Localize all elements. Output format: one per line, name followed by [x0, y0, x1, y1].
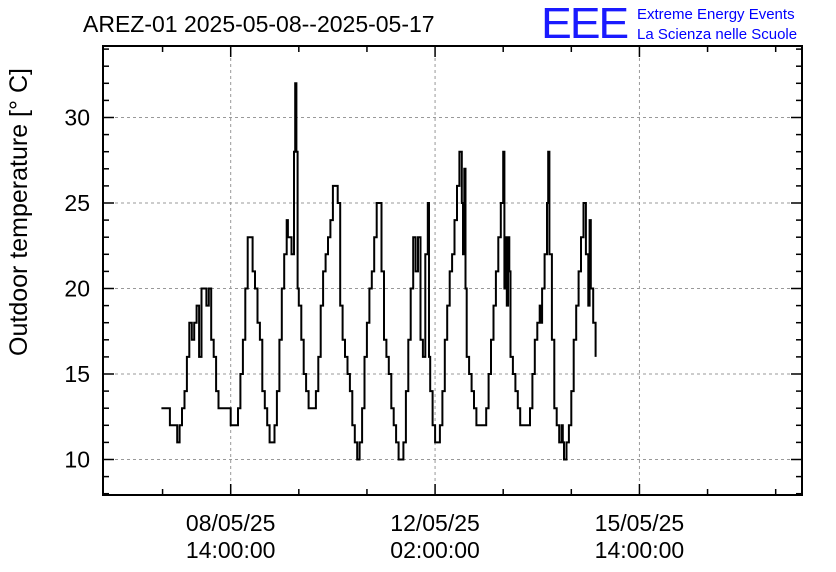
chart-title: AREZ-01 2025-05-08--2025-05-17 — [83, 11, 435, 37]
y-tick-label: 30 — [64, 105, 90, 131]
x-tick-labels: 08/05/2514:00:0012/05/2502:00:0015/05/25… — [186, 510, 684, 563]
x-tick-label: 08/05/25 — [186, 510, 276, 536]
x-tick-label: 12/05/25 — [390, 510, 480, 536]
x-tick-label: 02:00:00 — [390, 537, 480, 563]
x-tick-label: 15/05/25 — [595, 510, 685, 536]
eee-logo-mark: EEE — [541, 0, 629, 48]
logo-line-2: La Scienza nelle Scuole — [637, 26, 798, 43]
temperature-line — [161, 82, 597, 461]
y-tick-label: 20 — [64, 276, 90, 302]
y-axis-label: Outdoor temperature [° C] — [5, 68, 33, 356]
y-tick-label: 15 — [64, 361, 90, 387]
y-tick-label: 10 — [64, 447, 90, 473]
gridlines — [103, 46, 802, 495]
y-tick-labels: 10 15 20 25 30 — [64, 105, 90, 473]
x-tick-label: 14:00:00 — [595, 537, 685, 563]
plot-frame — [102, 45, 803, 496]
logo-line-1: Extreme Energy Events — [637, 6, 795, 23]
eee-logo: EEE Extreme Energy Events La Scienza nel… — [541, 0, 831, 48]
y-tick-label: 25 — [64, 190, 90, 216]
x-tick-label: 14:00:00 — [186, 537, 276, 563]
